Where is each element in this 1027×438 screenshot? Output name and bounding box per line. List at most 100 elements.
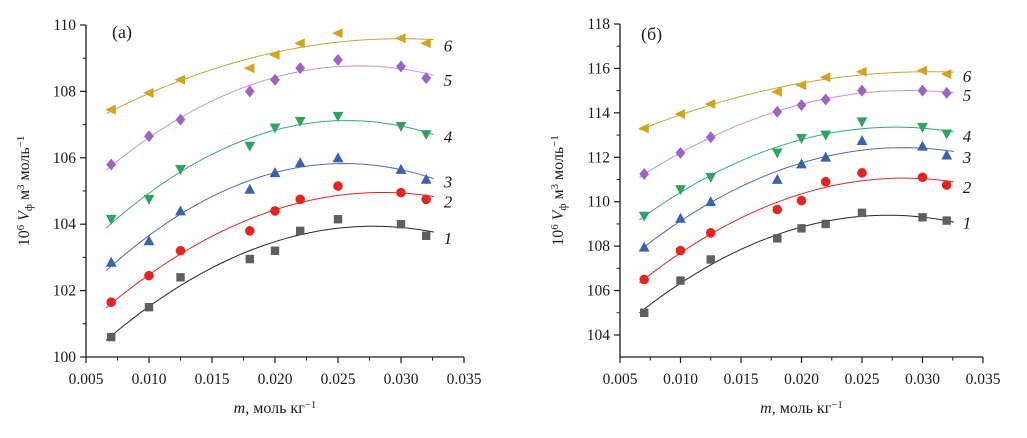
triangle-up-marker	[820, 151, 832, 162]
square-marker	[144, 303, 154, 312]
triangle-left-marker	[420, 38, 431, 49]
circle-marker	[917, 172, 928, 183]
fit-curve	[639, 177, 955, 284]
triangle-left-marker	[174, 74, 186, 85]
triangle-up-marker	[771, 173, 783, 184]
series-label-3: 3	[962, 148, 972, 167]
triangle-left-marker	[105, 104, 116, 115]
circle-marker	[175, 245, 186, 256]
triangle-down-marker	[820, 130, 832, 141]
x-tick-label: 0.005	[603, 371, 638, 388]
triangle-down-marker	[175, 165, 186, 176]
x-axis-label: m, моль кг−1	[760, 399, 843, 417]
circle-marker	[270, 206, 280, 216]
x-tick-label: 0.030	[905, 371, 940, 388]
series-6: 6	[105, 28, 453, 115]
series-4: 4	[638, 117, 972, 222]
series-5: 5	[639, 84, 971, 180]
circle-marker	[245, 226, 255, 236]
circle-marker	[421, 194, 432, 205]
y-tick-label: 100	[53, 349, 77, 366]
x-tick-label: 0.025	[845, 371, 880, 388]
triangle-left-marker	[269, 49, 280, 60]
triangle-down-marker	[917, 122, 928, 133]
triangle-up-marker	[294, 157, 306, 168]
diamond-marker	[106, 158, 117, 171]
circle-marker	[144, 270, 154, 281]
fit-curve	[639, 126, 955, 221]
square-marker	[176, 273, 185, 282]
y-tick-label: 108	[53, 83, 77, 100]
square-marker	[107, 332, 116, 342]
series-5: 5	[105, 53, 452, 171]
triangle-left-marker	[395, 33, 406, 44]
diamond-marker	[295, 62, 306, 75]
triangle-up-marker	[332, 152, 344, 163]
triangle-left-marker	[916, 65, 928, 76]
series-2: 2	[105, 181, 453, 309]
series-label-6: 6	[444, 36, 453, 55]
circle-marker	[295, 194, 306, 205]
triangle-up-marker	[269, 167, 281, 178]
square-marker	[245, 254, 254, 264]
square-marker	[942, 216, 951, 225]
y-tick-label: 102	[53, 283, 76, 300]
triangle-down-marker	[705, 172, 717, 183]
circle-marker	[941, 180, 952, 190]
diamond-marker	[705, 131, 716, 144]
square-marker	[857, 208, 867, 218]
triangle-up-marker	[420, 173, 432, 184]
y-axis-label: 106 Vф м3 моль−1	[15, 136, 35, 247]
triangle-down-marker	[105, 214, 117, 225]
series-label-1: 1	[444, 229, 453, 248]
triangle-up-marker	[244, 183, 256, 194]
fit-curve	[105, 38, 434, 115]
fit-curve	[105, 65, 434, 171]
triangle-left-marker	[674, 108, 686, 119]
circle-marker	[796, 195, 807, 206]
chart-b: 0.005 0.010 0.015 0.020 0.025 0.030 0.03510410…	[549, 16, 1001, 417]
diamond-marker	[941, 86, 952, 99]
y-tick-label: 112	[587, 149, 610, 166]
y-tick-label: 104	[587, 327, 611, 344]
triangle-up-marker	[705, 196, 717, 207]
triangle-down-marker	[332, 111, 344, 122]
x-tick-label: 0.020	[258, 371, 293, 388]
triangle-down-marker	[856, 117, 868, 128]
diamond-marker	[244, 85, 255, 98]
fit-curve	[639, 147, 955, 252]
triangle-down-marker	[796, 134, 807, 145]
triangle-down-marker	[771, 148, 783, 159]
triangle-left-marker	[294, 38, 305, 49]
circle-marker	[820, 176, 831, 187]
triangle-left-marker	[243, 63, 255, 74]
series-label-6: 6	[963, 67, 972, 86]
x-axis-label: m, моль кг−1	[234, 399, 317, 417]
y-tick-label: 104	[53, 216, 77, 233]
chart-a: 0.005 0.010 0.015 0.020 0.025 0.030 0.03510010…	[15, 17, 482, 417]
diamond-marker	[857, 84, 867, 97]
circle-marker	[857, 168, 867, 178]
series-2: 2	[639, 168, 972, 285]
fit-curve	[105, 120, 434, 229]
x-tick-label: 0.035	[447, 371, 482, 388]
triangle-down-marker	[395, 121, 407, 132]
triangle-left-marker	[704, 98, 716, 109]
square-marker	[797, 224, 806, 233]
x-axis: 0.005 0.010 0.015 0.020 0.025 0.030 0.035	[603, 357, 1001, 388]
triangle-down-marker	[244, 141, 256, 152]
triangle-left-marker	[638, 123, 649, 134]
circle-marker	[705, 228, 716, 238]
x-axis: 0.005 0.010 0.015 0.020 0.025 0.030 0.035	[69, 357, 482, 388]
circle-marker	[396, 187, 406, 198]
diamond-marker	[396, 60, 406, 73]
square-marker	[270, 246, 280, 255]
series-3: 3	[638, 135, 972, 252]
series-3: 3	[105, 152, 452, 272]
square-marker	[640, 308, 649, 317]
y-axis: 100 102 104 106 108 110	[53, 17, 86, 366]
fit-curve	[105, 163, 434, 272]
fit-curve	[639, 71, 954, 131]
